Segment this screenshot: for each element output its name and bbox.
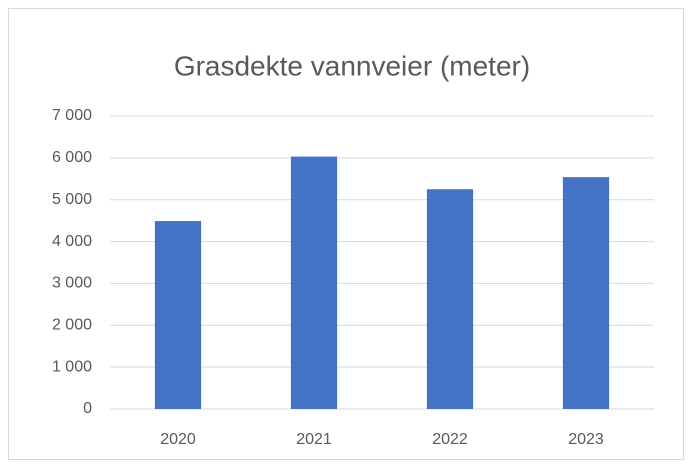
y-tick-label: 2 000	[52, 317, 92, 334]
y-tick-label: 4 000	[52, 233, 92, 250]
y-tick-label: 0	[83, 400, 92, 417]
bar	[426, 189, 474, 409]
y-tick-label: 5 000	[52, 191, 92, 208]
bar	[154, 221, 202, 409]
bar	[562, 177, 610, 409]
y-tick-label: 6 000	[52, 149, 92, 166]
x-tick-label: 2021	[296, 431, 332, 448]
x-tick-label: 2020	[160, 431, 196, 448]
y-tick-label: 1 000	[52, 358, 92, 375]
y-tick-label: 3 000	[52, 275, 92, 292]
x-tick-label: 2022	[432, 431, 468, 448]
chart-title: Grasdekte vannveier (meter)	[174, 50, 530, 81]
x-tick-label: 2023	[568, 431, 604, 448]
y-tick-label: 7 000	[52, 107, 92, 124]
bar	[290, 156, 338, 409]
